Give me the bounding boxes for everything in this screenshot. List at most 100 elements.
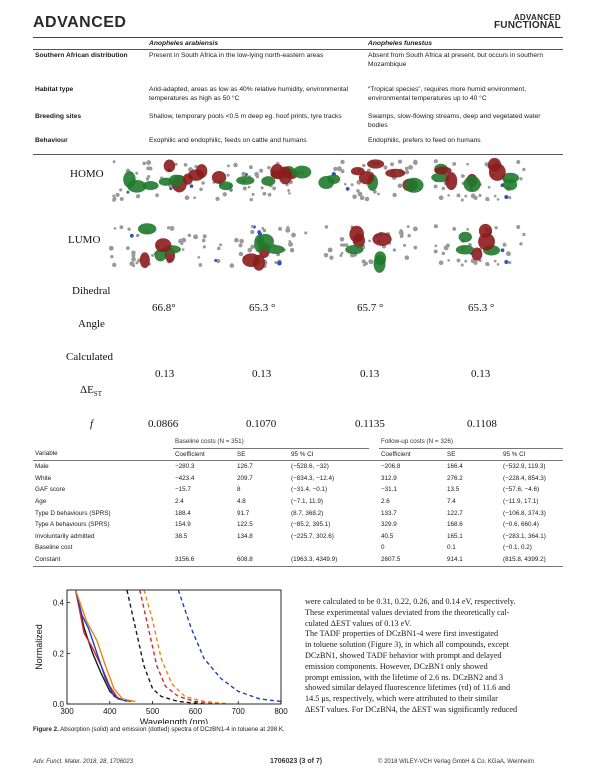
atom: [267, 192, 272, 197]
body-line: culated ΔEST values of 0.13 eV.: [305, 618, 412, 628]
atom: [502, 242, 507, 247]
f-value: 0.1070: [246, 418, 277, 430]
body-line: emission components. However, DCzBN1 onl…: [305, 661, 488, 671]
species-row: Breeding sites Shallow, temporary pools …: [33, 111, 563, 135]
orbital-lobe: [345, 245, 364, 255]
atom: [368, 259, 372, 263]
cost-cell: 38.5: [175, 532, 188, 540]
atom: [339, 237, 345, 242]
cost-cell: (−106.8, 374.3): [503, 509, 546, 517]
atom: [433, 224, 438, 229]
orbital-lobe: [218, 181, 233, 191]
orbital-lobe: [463, 175, 481, 193]
dest-label-sub: ST: [93, 390, 102, 399]
atom: [233, 162, 238, 168]
atom: [119, 188, 123, 192]
atom: [278, 226, 282, 231]
x-tick-label: 600: [189, 707, 203, 716]
cost-cell: (1963.3, 4349.9): [291, 555, 338, 563]
species-cell-b: “Tropical species”, requires more humid …: [368, 85, 527, 102]
atom: [180, 242, 184, 246]
atom: [193, 234, 199, 240]
cost-table-row: White −423.4 209.7 (−834.3, −12.4) 312.9 276.…: [33, 473, 563, 485]
atom: [327, 247, 333, 253]
atom: [340, 251, 344, 255]
plot-frame: [66, 589, 282, 705]
atom: [359, 195, 365, 201]
journal-logo-right-bottom: FUNCTIONAL: [494, 20, 561, 31]
atom: [344, 243, 349, 247]
atom: [404, 169, 410, 175]
cost-table-row: Type D behaviours (SPRS) 188.4 91.7 (8.7, 3…: [33, 508, 563, 520]
atom: [441, 251, 446, 256]
cost-cell: (−225.7, 302.6): [291, 532, 334, 540]
body-line: These experimental values deviated from …: [305, 607, 510, 617]
atom: [304, 231, 308, 235]
cost-cell: 133.7: [381, 509, 397, 517]
body-line: ΔEST values. For DCzBN4, the ΔEST was si…: [305, 704, 518, 714]
atom: [452, 226, 457, 231]
atom: [460, 198, 464, 202]
atom: [112, 160, 116, 164]
atom: [189, 184, 194, 188]
orbital-lobe: [318, 176, 335, 190]
atom: [464, 259, 468, 263]
atom: [199, 187, 203, 192]
atom: [247, 185, 251, 189]
cost-cell: 166.4: [447, 463, 463, 471]
atom: [288, 192, 291, 195]
cost-cell: (−85.2, 395.1): [291, 521, 331, 529]
atom: [147, 175, 151, 179]
atom: [125, 246, 130, 251]
cost-cell-gap: [369, 554, 379, 566]
atom: [126, 190, 130, 194]
atom: [274, 260, 278, 265]
cost-cell-gap: [369, 461, 379, 473]
x-tick-label: 500: [146, 707, 160, 716]
cost-header-cell: 95 % CI: [291, 450, 314, 458]
cost-cell: 40.5: [381, 532, 394, 540]
orbital-lobe: [236, 175, 255, 185]
cost-cell: 165.1: [447, 532, 463, 540]
cost-cell: (−57.6, −4.6): [503, 486, 540, 494]
atom: [110, 254, 114, 259]
atom: [289, 247, 295, 253]
atom: [434, 244, 438, 248]
atom: [119, 225, 124, 230]
cost-cell: 312.9: [381, 474, 397, 482]
cost-cell: 608.8: [237, 555, 253, 563]
orbital-lobe: [385, 168, 406, 178]
footer-page: 1706023 (3 of 7): [270, 758, 323, 765]
atom: [329, 255, 334, 260]
cost-cell: (−283.1, 364.1): [503, 532, 546, 540]
orbital-lobe: [254, 234, 265, 253]
dihedral-label: Dihedral: [72, 285, 111, 297]
atom: [288, 240, 292, 243]
species-row-label: Southern African distribution: [35, 52, 128, 59]
atom: [368, 239, 371, 243]
cost-cell: 7.4: [447, 497, 456, 505]
cost-cell: −206.8: [381, 463, 401, 471]
species-table-corner: [33, 38, 147, 50]
species-cell-a: Exophilic and endophilic, feeds on cattl…: [149, 136, 307, 144]
cost-cell-gap: [369, 508, 379, 520]
body-line: DCzBN1, showed TADF behavior with prompt…: [305, 650, 502, 660]
atom: [277, 260, 282, 266]
cost-group-a: Baseline costs (N = 351): [173, 436, 369, 449]
dest-value: 0.13: [360, 368, 380, 380]
orbital-lobe: [502, 179, 518, 191]
atom: [408, 164, 413, 170]
atom: [350, 183, 354, 187]
atom: [135, 171, 139, 175]
atom: [433, 249, 438, 254]
angle-label: Angle: [78, 318, 105, 330]
homo-orbital-image: [211, 161, 312, 202]
atom: [456, 258, 461, 263]
species-cell-b: Endophilic, prefers to feed on humans: [368, 136, 481, 144]
atom: [148, 166, 153, 171]
orbital-lobe: [266, 245, 285, 254]
species-table-header: Anopheles arabiensis Anopheles funestus: [33, 38, 563, 50]
species-table: Anopheles arabiensis Anopheles funestus …: [33, 38, 563, 155]
atom: [288, 241, 293, 247]
orbital-lobe: [478, 232, 495, 251]
